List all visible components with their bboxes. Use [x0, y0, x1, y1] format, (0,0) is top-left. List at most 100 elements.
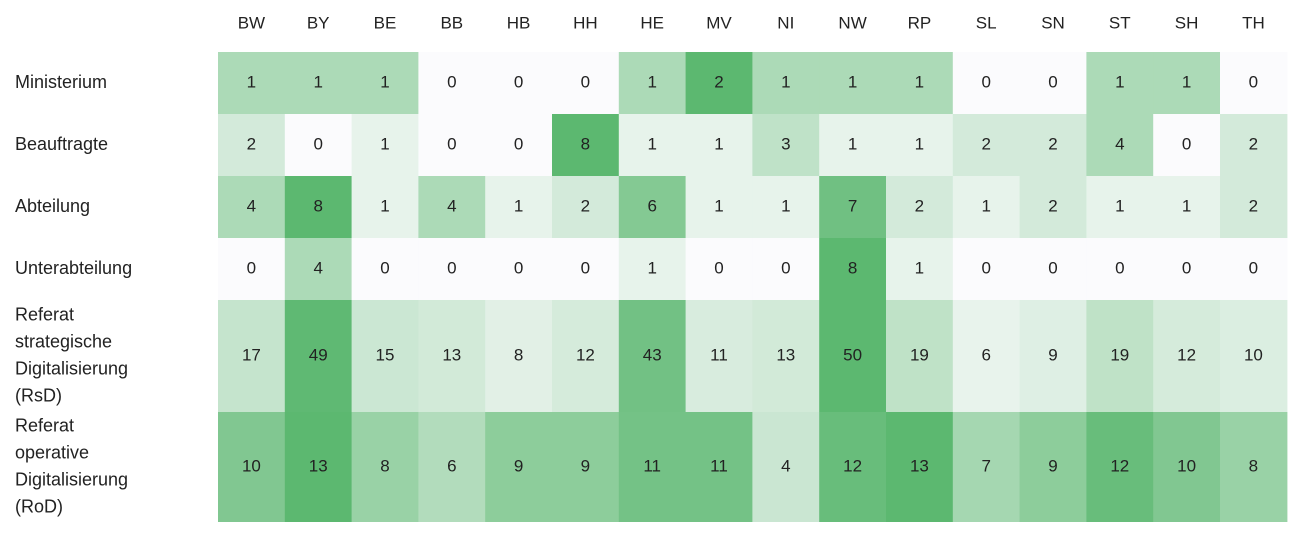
cell-value-label: 0	[981, 258, 990, 277]
heatmap-cell	[218, 412, 286, 522]
heatmap-cell	[1019, 238, 1087, 300]
cell-value-label: 0	[447, 134, 456, 153]
heatmap-cell	[1086, 52, 1154, 114]
cell-value-label: 13	[309, 456, 328, 475]
cell-value-label: 1	[915, 72, 924, 91]
heatmap-cell	[618, 176, 687, 238]
cell-value-label: 1	[247, 72, 256, 91]
cell-value-label: 8	[581, 134, 590, 153]
heatmap-cell	[218, 176, 286, 238]
heatmap-cell	[952, 412, 1021, 522]
cell-value-label: 50	[843, 345, 862, 364]
heatmap-cell	[418, 238, 486, 300]
heatmap-cell	[819, 176, 887, 238]
heatmap-cell	[685, 176, 753, 238]
cell-value-label: 1	[1182, 72, 1191, 91]
cell-value-label: 15	[376, 345, 395, 364]
heatmap-cell	[351, 176, 419, 238]
cell-value-label: 1	[647, 258, 656, 277]
heatmap-cell	[418, 412, 486, 522]
heatmap-cell	[1220, 412, 1288, 522]
heatmap-cell	[1220, 52, 1288, 114]
heatmap-cell	[752, 52, 820, 114]
column-label-hh: HH	[573, 13, 598, 32]
heatmap-cell	[1153, 52, 1221, 114]
column-label-sl: SL	[976, 13, 997, 32]
cell-value-label: 0	[380, 258, 389, 277]
cell-value-label: 1	[1115, 72, 1124, 91]
cell-value-label: 0	[781, 258, 790, 277]
column-label-st: ST	[1109, 13, 1131, 32]
heatmap-cell	[284, 412, 353, 522]
heatmap-cell	[552, 412, 620, 522]
heatmap-cell	[1086, 412, 1154, 522]
cell-value-label: 10	[1244, 345, 1263, 364]
row-label-line: operative	[15, 442, 89, 462]
row-labels: Ministerium Beauftragte Abteilung Unterabte…	[15, 72, 132, 517]
cell-value-label: 4	[447, 196, 456, 215]
heatmap-cell	[485, 238, 553, 300]
row-label-line: strategische	[15, 331, 112, 351]
column-label-bb: BB	[440, 13, 463, 32]
cell-value-label: 10	[242, 456, 261, 475]
cell-value-label: 12	[1110, 456, 1129, 475]
heatmap-cell	[552, 176, 620, 238]
cell-value-label: 4	[247, 196, 256, 215]
heatmap-cell	[218, 52, 286, 114]
heatmap-cell	[218, 300, 286, 412]
cell-value-label: 2	[981, 134, 990, 153]
heatmap-cell	[485, 52, 553, 114]
heatmap-cell	[1086, 176, 1154, 238]
cell-value-label: 0	[447, 72, 456, 91]
cell-value-label: 8	[1249, 456, 1258, 475]
cell-value-label: 0	[1048, 72, 1057, 91]
cell-value-label: 10	[1177, 456, 1196, 475]
heatmap-cell	[752, 114, 820, 176]
heatmap-cell	[284, 300, 353, 412]
heatmap-cell	[418, 114, 486, 176]
cell-value-label: 1	[781, 72, 790, 91]
cell-value-label: 0	[581, 258, 590, 277]
heatmap-cell	[1086, 300, 1154, 412]
heatmap-cell	[284, 176, 353, 238]
column-label-nw: NW	[838, 13, 866, 32]
row-label-line: Abteilung	[15, 196, 90, 216]
column-label-hb: HB	[507, 13, 531, 32]
column-label-be: BE	[374, 13, 397, 32]
heatmap-cell	[1220, 114, 1288, 176]
row-label: Beauftragte	[15, 134, 108, 154]
row-label: Unterabteilung	[15, 258, 132, 278]
heatmap-cell	[1019, 300, 1087, 412]
heatmap-cell	[418, 52, 486, 114]
cell-value-label: 0	[1048, 258, 1057, 277]
heatmap-cell	[618, 114, 687, 176]
column-label-sh: SH	[1175, 13, 1199, 32]
heatmap-cell	[351, 52, 419, 114]
cell-value-label: 1	[647, 72, 656, 91]
cell-value-label: 2	[714, 72, 723, 91]
cell-value-label: 7	[981, 456, 990, 475]
row-label: Referat strategische Digitalisierung (RsD)	[15, 304, 128, 405]
cell-value-label: 12	[843, 456, 862, 475]
cell-value-label: 6	[981, 345, 990, 364]
column-label-mv: MV	[706, 13, 732, 32]
row-label-line: Digitalisierung	[15, 358, 128, 378]
column-label-th: TH	[1242, 13, 1265, 32]
cell-value-label: 1	[915, 258, 924, 277]
cell-value-label: 1	[848, 134, 857, 153]
column-label-rp: RP	[908, 13, 932, 32]
row-label-line: Unterabteilung	[15, 258, 132, 278]
row-label-line: Digitalisierung	[15, 469, 128, 489]
heatmap-cell	[1153, 412, 1221, 522]
cell-value-label: 0	[1182, 258, 1191, 277]
heatmap-cell	[351, 412, 419, 522]
heatmap-cell	[1019, 176, 1087, 238]
heatmap-cell	[1153, 238, 1221, 300]
cell-value-label: 0	[514, 134, 523, 153]
row-label-line: (RoD)	[15, 496, 63, 516]
heatmap-cell	[485, 114, 553, 176]
heatmap-cell	[886, 176, 954, 238]
column-label-he: HE	[640, 13, 664, 32]
heatmap-cell	[485, 300, 553, 412]
cell-value-label: 9	[1048, 456, 1057, 475]
